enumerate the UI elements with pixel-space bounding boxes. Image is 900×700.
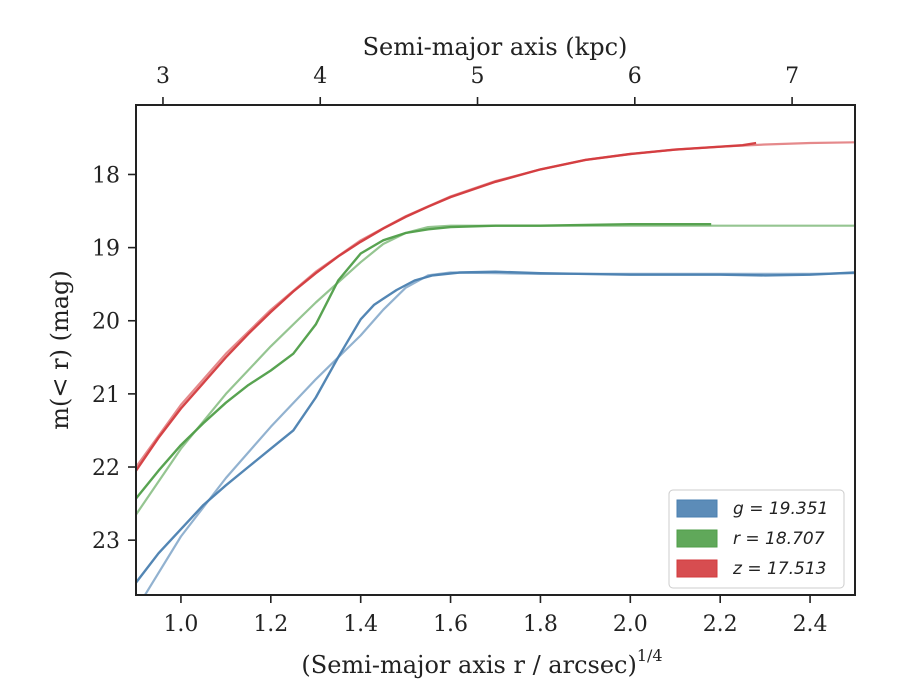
y-tick-label: 22 [92,456,120,481]
legend-swatch [676,529,718,548]
left-axis: 18 19 20 21 22 23 [92,163,136,554]
plot-frame [135,104,856,596]
series-2-model-line [136,141,855,468]
x-tick-label: 1.8 [523,612,558,637]
top-tick-label: 5 [471,64,485,89]
bottom-axis: 1.0 1.2 1.4 1.6 1.8 2.0 2.2 2.4 [163,595,828,637]
x-tick-label: 1.0 [163,612,198,637]
top-axis: 3 4 5 6 7 [156,64,799,105]
y-tick-label: 20 [92,310,120,335]
x-tick-label: 2.4 [793,612,828,637]
legend: g = 19.351 r = 18.707 z = 17.513 [668,489,845,589]
x-tick-label: 2.0 [613,612,648,637]
x-axis-title-sup: 1/4 [637,646,663,665]
top-tick-label: 6 [628,64,642,89]
series-2-line [136,141,757,472]
legend-label: g = 19.351 [733,499,828,519]
y-axis-title: m(< r) (mag) [46,270,74,429]
plot-lines [136,141,855,595]
x-tick-label: 2.2 [703,612,738,637]
y-tick-label: 18 [92,163,120,188]
legend-swatch [676,499,718,518]
series-0-line [136,270,855,584]
x-tick-label: 1.4 [343,612,378,637]
x-tick-label: 1.2 [253,612,288,637]
x-tick-label: 1.6 [433,612,468,637]
top-tick-label: 4 [313,64,327,89]
top-tick-label: 3 [156,64,170,89]
y-tick-label: 21 [92,383,120,408]
y-tick-label: 19 [92,237,120,262]
top-tick-label: 7 [785,64,799,89]
x-axis-title: (Semi-major axis r / arcsec)1/4 [301,646,662,679]
legend-swatch [676,559,718,578]
legend-label: z = 17.513 [732,559,826,579]
top-axis-title: Semi-major axis (kpc) [363,33,628,61]
series-1-line [136,222,712,500]
y-tick-label: 23 [92,529,120,554]
legend-label: r = 18.707 [733,529,825,549]
